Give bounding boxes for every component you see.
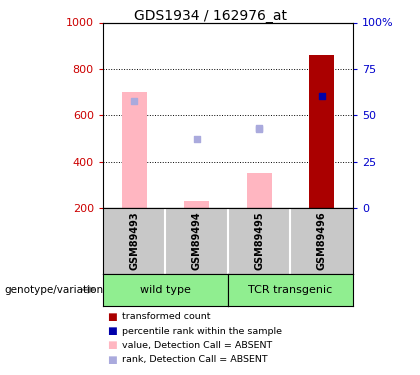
Text: ■: ■ xyxy=(107,355,117,364)
Text: ■: ■ xyxy=(107,326,117,336)
Text: rank, Detection Call = ABSENT: rank, Detection Call = ABSENT xyxy=(122,355,268,364)
Point xyxy=(193,135,200,141)
Text: percentile rank within the sample: percentile rank within the sample xyxy=(122,327,282,336)
Point xyxy=(256,125,262,131)
Text: GSM89495: GSM89495 xyxy=(254,211,264,270)
Text: wild type: wild type xyxy=(140,285,191,295)
Text: GSM89493: GSM89493 xyxy=(129,211,139,270)
Text: ■: ■ xyxy=(107,340,117,350)
Bar xyxy=(309,55,334,208)
Text: TCR transgenic: TCR transgenic xyxy=(248,285,333,295)
Text: GSM89494: GSM89494 xyxy=(192,211,202,270)
Text: value, Detection Call = ABSENT: value, Detection Call = ABSENT xyxy=(122,341,272,350)
Text: ■: ■ xyxy=(107,312,117,322)
Bar xyxy=(247,173,272,208)
Text: GDS1934 / 162976_at: GDS1934 / 162976_at xyxy=(134,9,286,23)
Bar xyxy=(184,201,209,208)
Text: genotype/variation: genotype/variation xyxy=(4,285,103,295)
Bar xyxy=(122,92,147,208)
Point xyxy=(318,93,325,99)
Text: transformed count: transformed count xyxy=(122,312,210,321)
Text: GSM89496: GSM89496 xyxy=(317,211,327,270)
Point xyxy=(131,98,137,104)
Point xyxy=(256,126,262,132)
